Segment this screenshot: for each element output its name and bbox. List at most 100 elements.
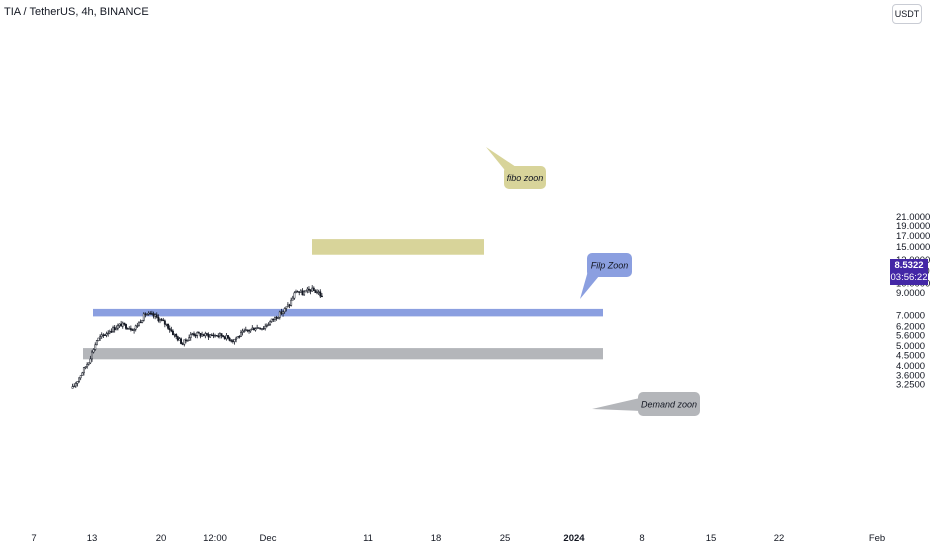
candle-down (272, 318, 275, 321)
candle-up (285, 306, 288, 309)
flip-zone-label-box[interactable] (587, 253, 632, 277)
candle-up (191, 333, 194, 335)
demand-zone-label-box[interactable] (638, 392, 700, 416)
candle-up (295, 291, 297, 294)
candle-up (134, 325, 137, 330)
candle-up (95, 340, 98, 346)
flip-zone[interactable] (93, 308, 603, 317)
candle-up (115, 328, 118, 331)
candle-up (108, 331, 111, 334)
x-tick-label: Feb (869, 533, 885, 544)
y-axis: 21.000019.000017.000015.000013.000011.50… (896, 212, 930, 391)
candle-down (308, 288, 310, 291)
candle-up (186, 340, 189, 342)
demand-zone-pointer (592, 398, 642, 411)
last-price-badge: 8.5322 03:56:22 (890, 259, 928, 285)
candle-up (107, 332, 110, 335)
x-tick-label: 12:00 (203, 533, 227, 544)
x-tick-label: 8 (639, 533, 644, 544)
candle-up (278, 311, 281, 318)
candle-up (317, 291, 320, 293)
candle-up (159, 319, 161, 322)
candle-up (188, 337, 191, 341)
demand-zone[interactable] (83, 348, 603, 360)
candle-up (183, 339, 186, 345)
candle-down (175, 334, 178, 337)
candle-down (280, 311, 283, 314)
candle-up (94, 344, 97, 350)
candle-down (160, 319, 163, 321)
candle-up (270, 318, 273, 322)
candle-up (196, 332, 199, 336)
candle-down (301, 290, 304, 296)
candle-up (283, 308, 286, 313)
candle-down (298, 291, 301, 293)
candle-up (201, 334, 204, 337)
candle-down (288, 304, 291, 306)
candle-down (125, 324, 127, 329)
y-tick-label: 9.0000 (896, 288, 925, 299)
candle-down (227, 335, 229, 339)
candle-down (113, 327, 116, 331)
candle-up (82, 367, 85, 374)
candle-up (121, 322, 124, 327)
candle-down (104, 334, 106, 336)
fibo-zone-label-box[interactable] (504, 166, 546, 189)
candle-up (261, 328, 263, 330)
candle-up (299, 290, 302, 293)
candle-up (97, 337, 100, 341)
y-tick-label: 21.0000 (896, 212, 930, 223)
candle-down (123, 322, 126, 325)
candle-up (89, 358, 92, 364)
candle-up (146, 314, 148, 316)
fibo-zone-label: fibo zoon (507, 173, 544, 183)
y-tick-label: 6.2000 (896, 322, 925, 333)
y-tick-label: 7.0000 (896, 311, 925, 322)
candle-up (91, 351, 93, 360)
candle-up (92, 349, 95, 353)
zones-layer (83, 239, 603, 360)
y-tick-label: 15.0000 (896, 242, 930, 253)
candle-up (286, 304, 289, 308)
currency-button[interactable]: USDT (892, 4, 922, 24)
candle-down (167, 323, 170, 329)
x-tick-label: 2024 (563, 533, 585, 544)
candle-down (150, 313, 153, 315)
candle-up (74, 383, 77, 387)
candle-down (144, 313, 147, 315)
candle-up (204, 333, 207, 337)
candle-up (236, 336, 239, 339)
x-tick-label: 20 (156, 533, 167, 544)
fibo-zone[interactable] (312, 239, 484, 255)
candle-down (309, 289, 312, 292)
candle-up (116, 325, 119, 329)
candle-down (180, 338, 182, 344)
candle-down (215, 335, 218, 337)
candle-up (233, 338, 236, 342)
candle-up (256, 327, 259, 330)
candle-up (214, 335, 216, 337)
candle-down (172, 330, 174, 335)
candle-up (303, 291, 306, 296)
candle-up (147, 312, 150, 315)
candle-down (231, 340, 234, 342)
candle-down (110, 331, 113, 333)
candle-down (259, 328, 262, 330)
candle-up (240, 332, 242, 337)
candle-up (118, 323, 121, 326)
candle-down (257, 327, 260, 329)
candle-up (173, 334, 176, 336)
candle-up (154, 314, 157, 317)
candle-up (264, 325, 267, 329)
candle-up (99, 336, 102, 339)
candle-down (163, 320, 166, 325)
candle-down (181, 343, 184, 345)
candle-up (251, 327, 254, 330)
candle-up (87, 362, 90, 365)
flip-zone-label: Filp Zoon (591, 261, 629, 271)
candle-down (176, 336, 179, 341)
x-tick-label: 11 (363, 533, 373, 544)
candle-up (78, 377, 80, 382)
candle-down (149, 312, 152, 315)
